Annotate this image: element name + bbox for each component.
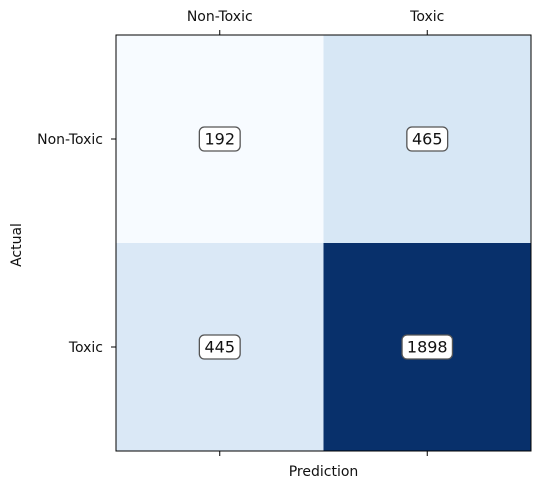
- cell-value-text-0-0: 192: [204, 130, 235, 149]
- cell-value-text-1-1: 1898: [407, 338, 448, 357]
- heatmap-cells: [116, 35, 531, 451]
- cell-value-label-1-1: 1898: [401, 334, 454, 360]
- y-axis-ticks: Non-Toxic Toxic: [37, 132, 116, 356]
- cell-value-label-1-0: 445: [198, 334, 241, 360]
- cell-value-box-0-1: [406, 126, 449, 152]
- y-tick-label-0: Non-Toxic: [37, 132, 103, 148]
- plot-frame: [115, 34, 532, 452]
- x-tick-label-1: Toxic: [409, 9, 444, 25]
- heatmap-value-labels: 192 465 445 1898: [198, 126, 454, 360]
- x-axis-ticks: Non-Toxic Toxic: [187, 9, 444, 456]
- cell-value-box-1-0: [198, 334, 241, 360]
- cell-value-label-0-1: 465: [406, 126, 449, 152]
- x-axis-label: Prediction: [289, 464, 359, 480]
- cell-value-box-1-1: [401, 334, 454, 360]
- cell-value-box-0-0: [198, 126, 241, 152]
- y-axis-label: Actual: [9, 223, 25, 267]
- y-tick-label-1: Toxic: [68, 340, 103, 356]
- cell-value-label-0-0: 192: [198, 126, 241, 152]
- cell-value-text-0-1: 465: [412, 130, 443, 149]
- x-tick-label-0: Non-Toxic: [187, 9, 253, 25]
- cell-value-text-1-0: 445: [204, 338, 235, 357]
